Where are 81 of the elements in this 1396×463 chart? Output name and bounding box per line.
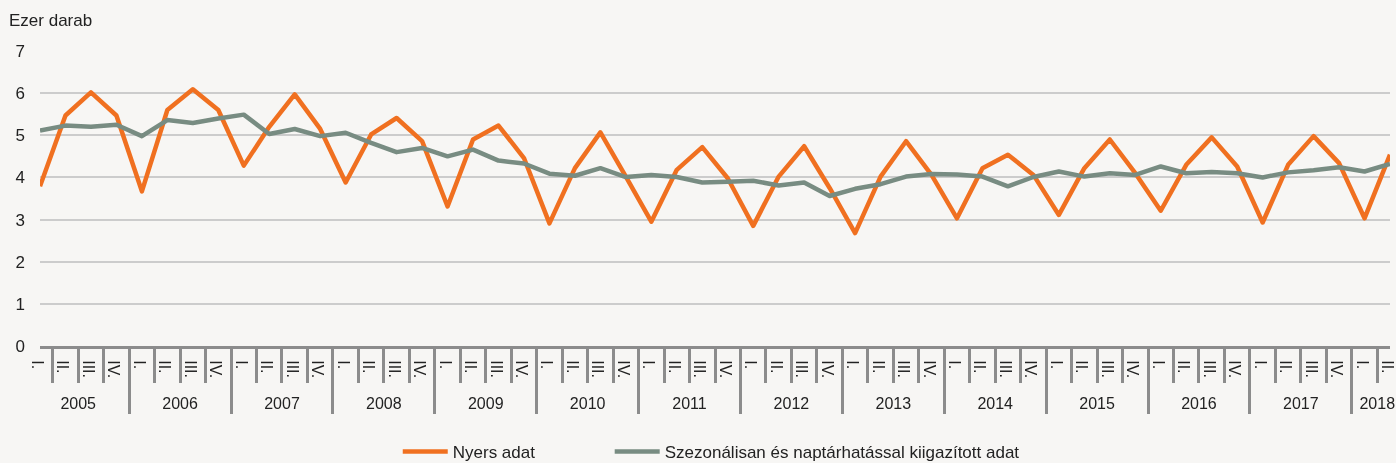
category-label: II. xyxy=(156,360,174,374)
category-label: III. xyxy=(895,360,913,378)
category-label: II. xyxy=(1073,360,1091,374)
category-label: III. xyxy=(487,360,505,378)
category-label: 2012 xyxy=(773,395,810,413)
category-label: I. xyxy=(1251,360,1269,370)
category-label: I. xyxy=(945,360,963,370)
category-label: 2006 xyxy=(162,395,198,413)
category-label: II. xyxy=(1175,360,1193,374)
category-label: IV. xyxy=(920,360,938,379)
category-label: 2009 xyxy=(467,395,504,413)
category-label: III. xyxy=(1098,360,1116,378)
y-tick-label: 5 xyxy=(15,126,25,146)
category-label: 2014 xyxy=(977,395,1013,413)
y-tick-label: 1 xyxy=(15,294,25,314)
category-label: IV. xyxy=(1022,360,1040,379)
category-label: 2017 xyxy=(1283,395,1319,413)
y-tick-label: 6 xyxy=(15,84,25,104)
category-label: I. xyxy=(29,360,46,370)
category-label: III. xyxy=(1200,360,1218,378)
category-label: I. xyxy=(1149,360,1167,370)
category-label: II. xyxy=(54,360,72,374)
category-label: I. xyxy=(640,360,658,370)
category-label: 2005 xyxy=(60,395,97,413)
category-label: IV. xyxy=(1124,360,1142,379)
category-label: II. xyxy=(1277,360,1295,374)
y-tick-label: 4 xyxy=(15,168,25,188)
category-label: III. xyxy=(589,360,607,378)
category-label: III. xyxy=(181,360,199,378)
legend-label: Nyers adat xyxy=(452,443,536,463)
category-label: IV. xyxy=(614,360,632,379)
category-label: I. xyxy=(1353,360,1371,370)
category-label: IV. xyxy=(207,360,225,379)
category-label: 2011 xyxy=(672,395,707,413)
category-label: IV. xyxy=(818,360,836,379)
category-label: III. xyxy=(1302,360,1320,378)
category-label: I. xyxy=(130,360,148,370)
category-label: IV. xyxy=(1328,360,1346,379)
category-label: II. xyxy=(869,360,887,374)
category-label: III. xyxy=(996,360,1014,378)
category-label: II. xyxy=(665,360,683,374)
category-label: IV. xyxy=(512,360,530,379)
category-label: IV. xyxy=(309,360,327,379)
category-label: II. xyxy=(767,360,785,374)
category-label: I. xyxy=(334,360,352,370)
y-tick-label: 0 xyxy=(15,336,25,356)
category-label: III. xyxy=(691,360,709,378)
line-series xyxy=(40,87,1390,236)
legend-label: Szezonálisan és naptárhatással kiigazított adat xyxy=(664,443,1020,463)
category-label: I. xyxy=(538,360,556,370)
category-label: III. xyxy=(385,360,403,378)
category-label: I. xyxy=(436,360,454,370)
y-tick-label: 2 xyxy=(15,252,25,272)
category-label: IV. xyxy=(716,360,734,379)
category-label: I. xyxy=(1047,360,1065,370)
category-label: I. xyxy=(742,360,760,370)
category-label: 2007 xyxy=(264,395,300,413)
category-label: IV. xyxy=(1226,360,1244,379)
category-label: 2008 xyxy=(366,395,402,413)
category-label: II. xyxy=(971,360,989,374)
category-label: IV. xyxy=(105,360,123,379)
category-label: 2015 xyxy=(1079,395,1115,413)
category-label: I. xyxy=(844,360,862,370)
category-label: II. xyxy=(462,360,480,374)
y-tick-label: 3 xyxy=(15,210,25,230)
category-label: 2013 xyxy=(875,395,912,413)
category-label: III. xyxy=(793,360,811,378)
category-label: III. xyxy=(283,360,301,378)
category-label: II. xyxy=(258,360,276,374)
y-axis-title: Ezer darab xyxy=(9,11,93,30)
line-series xyxy=(40,112,1390,199)
category-label: 2010 xyxy=(569,395,606,413)
category-label: II. xyxy=(1379,360,1396,374)
category-label: II. xyxy=(360,360,378,374)
category-label: 2018 xyxy=(1359,395,1396,413)
category-label: I. xyxy=(232,360,250,370)
category-label: 2016 xyxy=(1181,395,1217,413)
category-label: II. xyxy=(563,360,581,374)
y-tick-label: 7 xyxy=(15,41,25,61)
category-label: IV. xyxy=(411,360,429,379)
category-label: III. xyxy=(79,360,97,378)
